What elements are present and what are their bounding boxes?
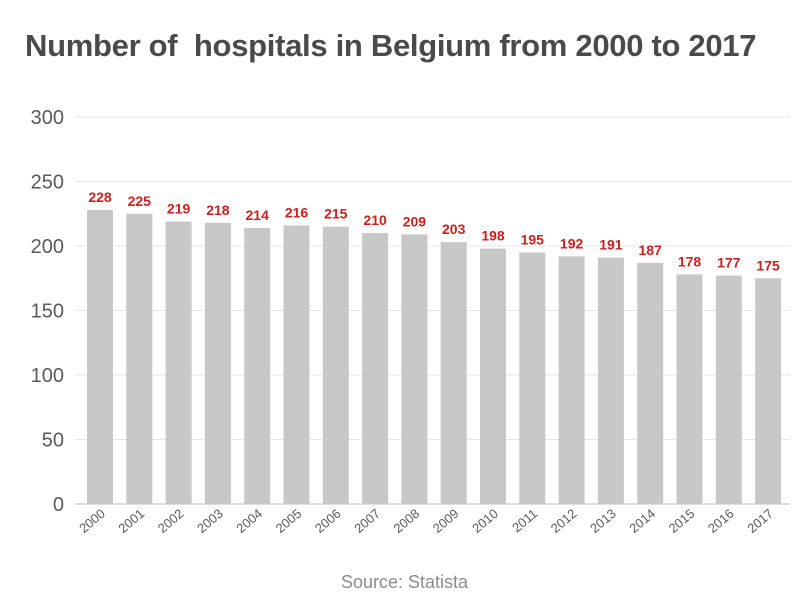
x-tick-label: 2016 <box>705 506 737 536</box>
x-tick-label: 2000 <box>76 506 108 536</box>
chart-title: Number of hospitals in Belgium from 2000… <box>25 28 757 63</box>
bar <box>322 226 349 504</box>
x-tick-label: 2009 <box>430 506 462 536</box>
value-label: 177 <box>717 255 741 271</box>
bar <box>637 262 664 504</box>
value-label: 225 <box>128 193 152 209</box>
y-tick-label: 300 <box>31 107 64 129</box>
bar <box>244 227 271 504</box>
bar <box>597 257 624 504</box>
y-tick-label: 0 <box>53 494 64 516</box>
bar <box>87 209 113 504</box>
value-label: 192 <box>560 235 584 251</box>
y-tick-label: 50 <box>42 430 64 452</box>
x-tick-label: 2012 <box>548 506 580 536</box>
y-tick-label: 100 <box>31 365 64 387</box>
value-label: 203 <box>442 221 466 237</box>
x-tick-label: 2002 <box>155 506 187 536</box>
y-tick-label: 150 <box>31 301 64 323</box>
x-tick-label: 2010 <box>469 506 501 536</box>
y-axis-ticks: 0 50 100 150 200 250 300 <box>31 107 64 516</box>
value-label: 198 <box>481 228 505 244</box>
value-label: 216 <box>285 204 309 220</box>
bar <box>755 278 782 504</box>
x-tick-label: 2011 <box>509 506 540 535</box>
bar <box>558 256 585 504</box>
value-label: 210 <box>363 212 387 228</box>
value-label: 175 <box>756 257 780 273</box>
x-tick-label: 2006 <box>312 506 344 536</box>
value-label: 191 <box>599 237 623 253</box>
bar <box>126 213 153 504</box>
x-tick-label: 2007 <box>351 506 383 536</box>
x-tick-label: 2004 <box>233 506 265 536</box>
x-tick-label: 2015 <box>666 506 698 536</box>
x-tick-label: 2008 <box>391 506 423 536</box>
source-note: Source: Statista <box>340 572 469 592</box>
value-label: 214 <box>246 207 270 223</box>
value-labels: 228 225 219 218 214 216 215 210 209 203 198 195 192 1… <box>88 189 780 273</box>
bar <box>676 274 703 504</box>
value-label: 209 <box>403 213 427 229</box>
bar <box>715 275 742 504</box>
x-tick-label: 2014 <box>626 506 658 536</box>
x-tick-label: 2003 <box>194 506 226 536</box>
bar <box>283 225 310 505</box>
bar <box>165 221 192 505</box>
gridlines <box>75 116 790 505</box>
value-label: 187 <box>639 242 663 258</box>
y-tick-label: 250 <box>31 172 64 194</box>
bar <box>362 233 389 504</box>
value-label: 218 <box>206 202 230 218</box>
bar <box>204 222 231 504</box>
bar <box>480 248 506 504</box>
value-label: 178 <box>678 253 702 269</box>
x-tick-label: 2001 <box>115 506 147 536</box>
x-tick-label: 2005 <box>273 506 305 536</box>
bar <box>440 242 467 504</box>
value-label: 215 <box>324 206 348 222</box>
x-axis-ticks: 2000 2001 2002 2003 2004 2005 2006 2007 2008 2009… <box>76 506 776 536</box>
bars <box>87 209 782 505</box>
bar <box>401 234 428 504</box>
x-tick-label: 2017 <box>744 506 776 536</box>
x-tick-label: 2013 <box>587 506 619 536</box>
value-label: 219 <box>167 200 191 216</box>
y-tick-label: 200 <box>31 236 64 258</box>
bar <box>519 252 546 504</box>
value-label: 228 <box>88 189 112 205</box>
value-label: 195 <box>521 231 545 247</box>
